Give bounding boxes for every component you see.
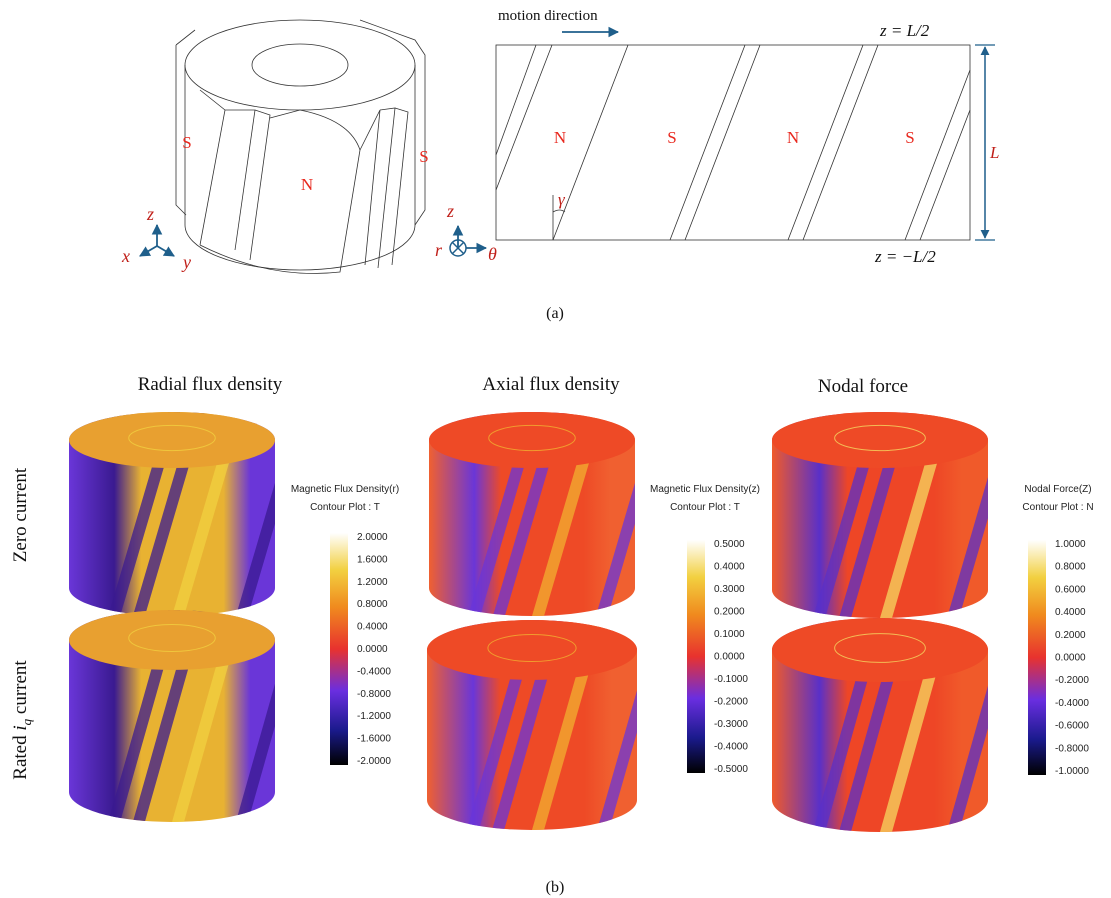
colorbar-tick-label: -0.3000 xyxy=(714,719,748,730)
colorbar-subtitle: Contour Plot : T xyxy=(310,502,380,513)
magnet-edges xyxy=(176,30,300,260)
colorbar-tick-label: -2.0000 xyxy=(357,756,391,767)
axis-arrow xyxy=(157,246,174,256)
colorbar-tick-label: 0.1000 xyxy=(714,629,745,640)
pole-label: N xyxy=(554,128,566,147)
cylinder-bore xyxy=(129,625,216,652)
colorbar-tick-label: -0.2000 xyxy=(1055,675,1089,686)
colorbar-tick-label: 0.0000 xyxy=(357,644,388,655)
colorbar-tick-label: -0.6000 xyxy=(1055,721,1089,732)
cylinder-bore xyxy=(835,425,926,450)
axis-label: θ xyxy=(488,244,497,264)
colorbar-tick-label: -0.8000 xyxy=(1055,743,1089,754)
axis-label: x xyxy=(121,246,130,266)
colorbar-tick-label: 0.4000 xyxy=(357,622,388,633)
colorbar-tick-label: -1.2000 xyxy=(357,711,391,722)
surface-rect xyxy=(496,45,970,240)
cylinder-bore xyxy=(488,635,576,662)
colorbar xyxy=(1028,540,1046,775)
axis-arrow xyxy=(140,246,157,256)
z-bottom-label: z = −L/2 xyxy=(874,247,936,266)
panel-label: (b) xyxy=(546,879,565,896)
pole-label: S xyxy=(419,147,428,166)
pole-label: S xyxy=(667,128,676,147)
cylinder-bore xyxy=(129,425,216,450)
column-title: Nodal force xyxy=(818,376,908,397)
cylinder-bore xyxy=(835,634,926,663)
colorbar-title: Nodal Force(Z) xyxy=(1024,484,1091,495)
z-top-label: z = L/2 xyxy=(879,21,930,40)
angle-arc xyxy=(553,210,565,212)
pole-boundaries xyxy=(496,45,970,240)
colorbar xyxy=(687,540,705,773)
page: { "panel_a": { "label": "(a)", "isometri… xyxy=(0,0,1111,898)
angle-label: γ xyxy=(558,190,566,209)
pole-label: S xyxy=(182,133,191,152)
colorbar-tick-label: 0.6000 xyxy=(1055,584,1086,595)
row-title: Zero current xyxy=(10,467,31,562)
colorbar-tick-label: 0.4000 xyxy=(714,562,745,573)
colorbar-tick-label: 0.3000 xyxy=(714,584,745,595)
colorbar-tick-label: -0.2000 xyxy=(714,697,748,708)
colorbar-tick-label: -0.4000 xyxy=(357,666,391,677)
cylinder-top xyxy=(185,20,415,110)
motion-label: motion direction xyxy=(498,8,598,24)
unrolled-drawing: motion direction γ N S N S L z = L/2 z =… xyxy=(435,8,999,266)
colorbar-tick-label: -0.8000 xyxy=(357,689,391,700)
colorbar-tick-label: 0.0000 xyxy=(714,652,745,663)
contour-renderings xyxy=(69,412,1019,832)
colorbar-tick-label: -0.5000 xyxy=(714,764,748,775)
pole-label: N xyxy=(787,128,799,147)
colorbar-tick-label: 1.6000 xyxy=(357,554,388,565)
colorbar-tick-label: -0.1000 xyxy=(714,674,748,685)
figure: S N S z x y motion direction γ N S N S L xyxy=(0,0,1111,898)
colorbar-subtitle: Contour Plot : T xyxy=(670,502,740,513)
isometric-drawing: S N S z x y xyxy=(121,20,429,273)
colorbar-tick-label: 1.0000 xyxy=(1055,539,1086,550)
panel-label: (a) xyxy=(546,305,564,322)
colorbar-tick-label: 0.4000 xyxy=(1055,607,1086,618)
colorbar-tick-label: 0.8000 xyxy=(357,599,388,610)
colorbar-tick-label: 0.8000 xyxy=(1055,562,1086,573)
cylinder-body xyxy=(185,65,415,270)
axis-label: z xyxy=(146,204,154,224)
colorbar-tick-label: 1.2000 xyxy=(357,577,388,588)
length-label: L xyxy=(989,143,999,162)
colorbar-tick-label: -1.0000 xyxy=(1055,766,1089,777)
cylinder-bore xyxy=(252,44,348,86)
row-title-part: Rated xyxy=(10,731,31,780)
colorbar-tick-label: -0.4000 xyxy=(714,742,748,753)
colorbar-tick-label: 0.2000 xyxy=(1055,630,1086,641)
pole-label: N xyxy=(301,175,313,194)
colorbar-subtitle: Contour Plot : N xyxy=(1022,502,1093,513)
cylinder-bore xyxy=(489,425,576,450)
axis-label: r xyxy=(435,240,443,260)
column-title: Axial flux density xyxy=(482,374,620,395)
colorbar-tick-label: 0.5000 xyxy=(714,539,745,550)
magnet-face xyxy=(200,110,360,273)
colorbar-tick-label: -0.4000 xyxy=(1055,698,1089,709)
colorbar-tick-label: -1.6000 xyxy=(357,734,391,745)
colorbar-tick-label: 2.0000 xyxy=(357,532,388,543)
row-title: Rated iq current xyxy=(10,660,34,780)
row-title-part: current xyxy=(10,660,31,719)
column-title: Radial flux density xyxy=(138,374,283,395)
axis-label: z xyxy=(446,201,454,221)
axis-label: y xyxy=(181,252,191,272)
colorbar-tick-label: 0.2000 xyxy=(714,607,745,618)
colorbar-title: Magnetic Flux Density(z) xyxy=(650,484,760,495)
colorbar-title: Magnetic Flux Density(r) xyxy=(291,484,399,495)
colorbar-tick-label: 0.0000 xyxy=(1055,653,1086,664)
colorbar xyxy=(330,533,348,765)
pole-label: S xyxy=(905,128,914,147)
